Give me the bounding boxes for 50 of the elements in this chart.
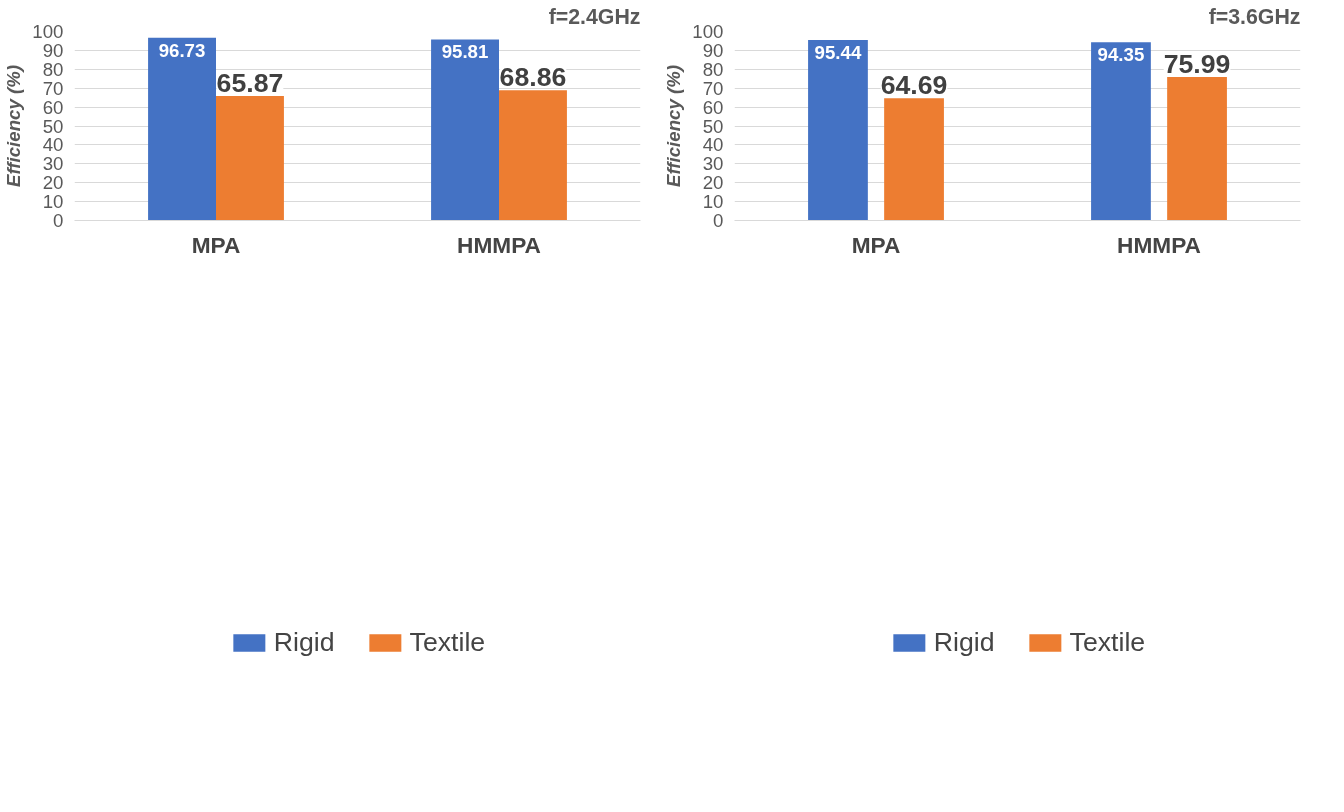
y-tick-label: 90 [42,39,64,61]
y-tick-label: 40 [42,134,64,156]
y-tick-label: 70 [702,77,724,99]
y-tick-label: 10 [42,191,64,213]
y-axis-title: Efficiency (%) [663,65,685,187]
data-label: 64.69 [880,70,948,101]
y-tick-label: 40 [702,134,724,156]
y-tick-label: 100 [32,21,64,42]
bar [808,40,868,221]
x-tick-label: MPA [851,231,901,258]
y-axis-title: Efficiency (%) [3,65,25,187]
data-label: 75.99 [1163,48,1231,79]
legend-label: Rigid [933,626,995,658]
text: f=2.4GHz [548,5,641,29]
bar [431,39,499,221]
data-label: 65.87 [216,68,284,99]
y-tick-label: 50 [42,115,64,137]
bar [1091,42,1151,221]
y-tick-label: 80 [42,58,64,80]
data-label: 96.73 [158,39,206,61]
x-tick-label: HMMPA [1117,231,1201,258]
legend-label: Rigid [273,626,335,658]
data-label: 95.81 [441,41,489,63]
data-label: 94.35 [1097,44,1145,66]
y-tick-label: 50 [702,115,724,137]
x-tick-label: HMMPA [457,231,541,258]
bar [1167,76,1227,221]
y-tick-label: 80 [702,58,724,80]
y-tick-label: 0 [713,210,724,231]
bar [148,37,216,221]
y-tick-label: 20 [702,172,724,194]
x-tick-label: MPA [191,231,241,258]
y-tick-label: 30 [702,153,724,175]
y-tick-label: 90 [702,39,724,61]
y-tick-label: 0 [53,210,64,231]
y-tick-label: 60 [702,96,724,118]
y-tick-label: 100 [692,21,724,42]
y-tick-label: 10 [702,191,724,213]
text: f=3.6GHz [1208,5,1301,29]
y-tick-label: 30 [42,153,64,175]
y-tick-label: 20 [42,172,64,194]
bar [884,98,944,221]
data-label: 95.44 [814,42,862,64]
bar [216,96,284,221]
bar [499,90,567,221]
y-tick-label: 60 [42,96,64,118]
legend-label: Textile [409,626,486,658]
data-label: 68.86 [499,62,567,93]
legend-label: Textile [1069,626,1146,658]
y-tick-label: 70 [42,77,64,99]
